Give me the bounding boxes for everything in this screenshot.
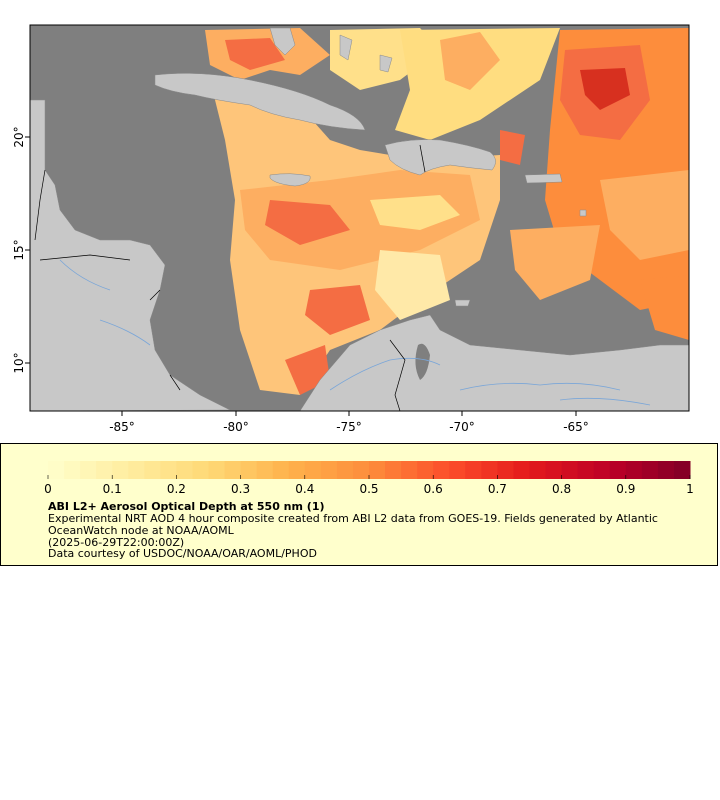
colorbar-tick-label: 0: [44, 482, 52, 496]
map-svg: -85° -80° -75° -70° -65° 20° 15° 10°: [12, 24, 690, 434]
colorbar-cell: [625, 461, 643, 479]
legend-panel: 0 0.1 0.2 0.3 0.4 0.5 0.6 0.7 0.8 0.9 1 ABI L2+ Ae…: [0, 443, 718, 566]
colorbar-tick-label: 0.2: [167, 482, 186, 496]
colorbar-cell: [609, 461, 627, 479]
colorbar-cell: [417, 461, 434, 479]
legend-description: Experimental NRT AOD 4 hour composite cr…: [48, 512, 658, 537]
map-frame-border: [29, 24, 690, 412]
colorbar-tick-label: 0.3: [231, 482, 250, 496]
colorbar-cell: [336, 461, 354, 479]
colorbar-tick-label: 0.9: [616, 482, 635, 496]
colorbar-tick-label: 0.7: [488, 482, 507, 496]
lat-tick-label: 20°: [12, 126, 26, 147]
lon-axis: [121, 411, 577, 416]
lon-tick-label: -70°: [449, 420, 475, 434]
colorbar-tick-label: 0.4: [295, 482, 314, 496]
colorbar-cell: [401, 461, 418, 479]
colorbar-cell: [288, 461, 306, 479]
colorbar-cell: [449, 461, 466, 479]
colorbar-cell: [272, 461, 290, 479]
colorbar-cell: [465, 461, 482, 479]
lon-tick-label: -80°: [223, 420, 249, 434]
lon-tick-label: -65°: [563, 420, 589, 434]
colorbar-cell: [160, 461, 177, 479]
colorbar-tick-label: 0.6: [424, 482, 443, 496]
lon-tick-label: -75°: [336, 420, 362, 434]
lat-tick-label: 15°: [12, 239, 26, 260]
lat-axis: [25, 136, 30, 364]
colorbar-cell: [320, 461, 338, 479]
colorbar-cell: [128, 461, 145, 479]
borders-layer: [34, 144, 426, 411]
colorbar-cell: [48, 461, 65, 479]
colorbar-cell: [64, 461, 81, 479]
colorbar-labels: 0 0.1 0.2 0.3 0.4 0.5 0.6 0.7 0.8 0.9 1: [44, 475, 694, 496]
colorbar-cell: [529, 461, 547, 479]
colorbar-cell: [673, 461, 691, 479]
map-figure: -85° -80° -75° -70° -65° 20° 15° 10°: [12, 24, 690, 434]
colorbar-cell: [433, 461, 450, 479]
colorbar-cell: [304, 461, 322, 479]
colorbar-cell: [352, 461, 370, 479]
colorbar-cell: [208, 461, 226, 479]
colorbar-cell: [545, 461, 563, 479]
legend-timestamp: (2025-06-29T22:00:00Z): [48, 536, 185, 549]
colorbar-cell: [112, 461, 129, 479]
colorbar-tick-label: 0.1: [103, 482, 122, 496]
lon-tick-label: -85°: [109, 420, 135, 434]
colorbar-cell: [240, 461, 258, 479]
colorbar-cell: [641, 461, 659, 479]
colorbar-cell: [192, 461, 209, 479]
colorbar-cell: [657, 461, 675, 479]
colorbar-cell: [561, 461, 579, 479]
colorbar-cell: [577, 461, 595, 479]
colorbar-cell: [80, 461, 97, 479]
colorbar: 0 0.1 0.2 0.3 0.4 0.5 0.6 0.7 0.8 0.9 1: [44, 461, 694, 496]
legend-title: ABI L2+ Aerosol Optical Depth at 550 nm …: [48, 500, 325, 513]
colorbar-tick-label: 1: [686, 482, 694, 496]
colorbar-cell: [176, 461, 193, 479]
colorbar-cell: [369, 461, 386, 479]
colorbar-cell: [256, 461, 274, 479]
colorbar-cell: [385, 461, 402, 479]
colorbar-cell: [513, 461, 530, 479]
colorbar-cell: [96, 461, 113, 479]
colorbar-tick-label: 0.5: [359, 482, 378, 496]
legend-credit: Data courtesy of USDOC/NOAA/OAR/AOML/PHO…: [48, 547, 317, 560]
colorbar-tick-label: 0.8: [552, 482, 571, 496]
colorbar-cell: [481, 461, 498, 479]
colorbar-cell: [224, 461, 242, 479]
lat-tick-label: 10°: [12, 352, 26, 373]
colorbar-cell: [144, 461, 161, 479]
colorbar-cells: [48, 461, 691, 479]
rivers-layer: [59, 259, 651, 406]
aod-data-layer: [205, 28, 689, 395]
colorbar-cell: [497, 461, 514, 479]
colorbar-cell: [593, 461, 611, 479]
